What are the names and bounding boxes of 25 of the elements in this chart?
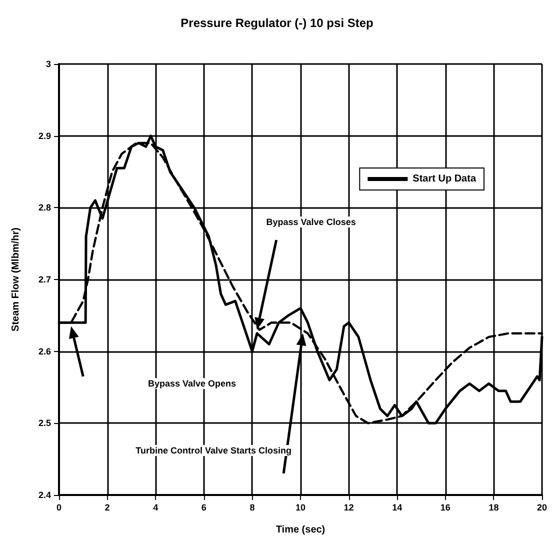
annotation: Bypass Valve Opens — [148, 378, 236, 389]
y-tick-label: 3 — [46, 59, 51, 69]
x-tick-label: 10 — [295, 502, 306, 512]
y-tick-label: 2.9 — [38, 130, 51, 141]
x-tick-label: 8 — [250, 502, 255, 512]
y-tick-label: 2.8 — [38, 202, 51, 213]
x-tick-label: 20 — [536, 502, 548, 512]
y-axis-title: Steam Flow (Mlbm/hr) — [10, 228, 22, 332]
y-tick-label: 2.5 — [38, 418, 51, 428]
x-tick-label: 12 — [344, 502, 354, 512]
legend-label: Start Up Data — [412, 174, 476, 184]
y-tick-label: 2.4 — [38, 490, 51, 500]
chart-title: Pressure Regulator (-) 10 psi Step — [180, 16, 374, 30]
y-tick-label: 2.7 — [38, 274, 51, 284]
x-tick-label: 4 — [153, 502, 158, 512]
x-tick-label: 2 — [104, 502, 110, 512]
x-axis-title: Time (sec) — [276, 524, 326, 536]
x-tick-label: 16 — [440, 502, 450, 512]
x-tick-label: 6 — [201, 502, 206, 512]
x-tick-label: 0 — [56, 502, 62, 512]
annotation: Bypass Valve Closes — [266, 217, 356, 228]
x-tick-label: 18 — [488, 502, 499, 512]
annotation: Turbine Control Valve Starts Closing — [136, 445, 292, 456]
x-tick-label: 14 — [392, 502, 402, 512]
y-tick-label: 2.6 — [38, 346, 51, 356]
